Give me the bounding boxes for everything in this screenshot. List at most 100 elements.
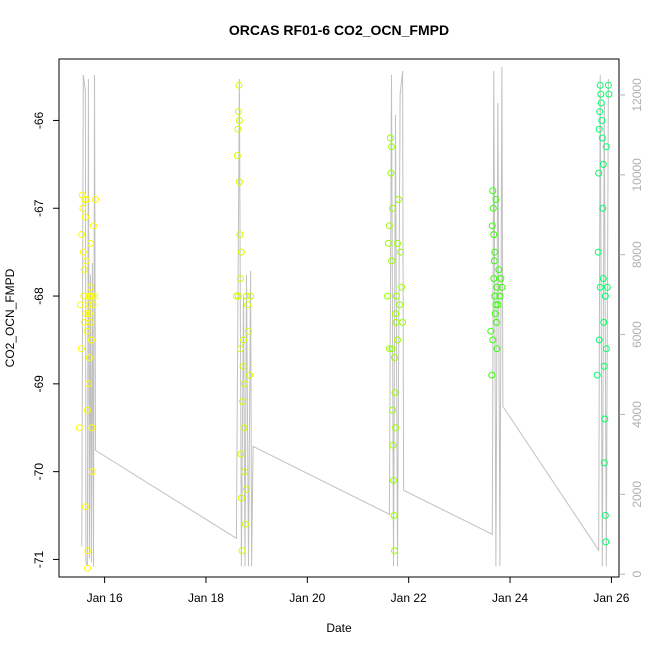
data-point-s0-23 [88,424,96,432]
data-point-s1-10 [238,547,246,555]
data-point-s3-11 [493,283,501,291]
x-tick-label: Jan 18 [188,591,224,605]
data-point-s1-22 [237,248,245,256]
data-point-s3-1 [488,371,496,379]
data-point-s1-12 [239,362,247,370]
data-point-s0-29 [81,503,89,511]
data-point-s4-20 [605,90,613,98]
data-point-s4-12 [600,318,608,326]
chart-title: ORCAS RF01-6 CO2_OCN_FMPD [229,22,449,38]
y2-tick-label: 12000 [630,78,644,112]
data-point-s3-12 [494,301,502,309]
data-point-s0-30 [84,380,92,388]
data-point-s2-11 [391,547,398,555]
altitude-layer [81,66,609,567]
data-point-s0-17 [85,301,93,309]
data-point-s0-36 [82,196,90,203]
y-tick-label: -69 [32,375,46,393]
y2-tick-label: 4000 [630,401,644,428]
data-point-s0-35 [83,406,91,414]
data-point-s3-8 [491,310,499,318]
data-point-s0-13 [83,327,91,335]
data-point-s0-25 [89,301,97,309]
data-point-s0-15 [84,547,92,555]
data-point-s1-11 [239,397,246,405]
data-point-s2-22 [385,345,393,353]
data-point-s2-19 [397,248,405,256]
data-point-s3-2 [488,222,496,230]
data-point-s2-9 [390,476,397,484]
data-point-s2-21 [399,318,407,326]
data-point-s1-2 [234,125,242,133]
data-point-s1-1 [233,152,241,160]
data-point-s0-22 [87,336,95,344]
data-point-s1-25 [247,292,255,300]
data-point-s2-12 [391,389,399,397]
x-tick-label: Jan 16 [87,591,123,605]
data-point-s2-15 [393,292,400,300]
data-point-s0-14 [83,564,91,572]
data-point-s2-2 [385,222,393,230]
data-point-s0-21 [87,318,95,326]
x-tick-label: Jan 24 [492,591,528,605]
x-tick-label: Jan 20 [289,591,325,605]
data-point-s1-26 [235,117,243,124]
data-point-s4-22 [599,160,607,168]
data-point-s0-2 [77,345,85,353]
data-point-s0-11 [82,310,90,318]
data-point-s3-10 [492,318,500,326]
data-point-s2-17 [395,196,402,203]
data-point-s1-18 [244,301,251,309]
data-point-s3-7 [491,292,499,300]
data-point-s1-13 [240,336,247,344]
data-point-s0-34 [80,266,88,274]
data-point-s4-10 [599,204,607,212]
data-point-s0-8 [80,318,88,326]
data-point-s2-3 [386,134,394,142]
data-point-s1-21 [234,292,242,300]
data-point-s3-16 [498,283,506,291]
data-point-s4-18 [603,283,611,291]
data-point-s1-7 [236,345,244,353]
y-tick-label: -68 [32,287,46,305]
data-point-s0-20 [86,283,94,291]
data-point-s0-28 [92,196,99,203]
data-point-s1-23 [241,380,248,388]
data-point-s4-3 [595,125,603,133]
data-point-s3-6 [490,257,498,265]
data-point-s2-27 [391,354,398,361]
y2-axis: 0 2000 4000 6000 8000 10000 12000 [619,78,644,578]
data-point-s3-9 [492,301,500,309]
data-point-s2-0 [383,292,391,300]
plot-frame [58,58,620,578]
data-point-s1-17 [243,292,250,300]
data-point-s4-15 [601,512,609,519]
data-point-s4-17 [602,345,610,353]
data-point-s4-25 [600,459,608,467]
data-point-s3-18 [491,248,499,256]
altitude-trace [81,66,609,567]
data-point-s4-21 [596,283,604,291]
y2-tick-label: 2000 [630,481,644,508]
y-tick-label: -71 [32,550,46,568]
data-point-s2-10 [390,512,398,519]
data-point-s0-27 [91,292,98,300]
data-point-s2-14 [392,318,400,326]
data-point-s4-23 [601,292,609,300]
data-point-s3-14 [496,292,504,300]
data-point-s3-21 [492,196,500,203]
data-point-s2-26 [388,143,395,151]
data-point-s2-24 [392,424,399,432]
data-point-s1-0 [232,292,240,300]
data-point-s3-17 [489,336,497,344]
data-point-s0-18 [85,310,93,318]
data-point-s3-3 [489,187,497,195]
data-point-s3-5 [490,231,498,239]
data-point-s3-4 [489,204,497,212]
data-point-s2-5 [388,257,395,265]
data-point-s3-19 [493,345,501,353]
data-point-s3-15 [497,275,505,282]
points-layer [75,81,613,572]
data-point-s0-33 [87,292,95,300]
